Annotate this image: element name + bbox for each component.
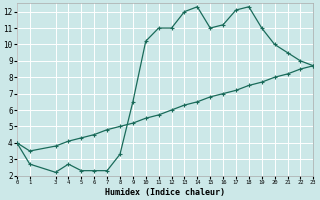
- X-axis label: Humidex (Indice chaleur): Humidex (Indice chaleur): [105, 188, 225, 197]
